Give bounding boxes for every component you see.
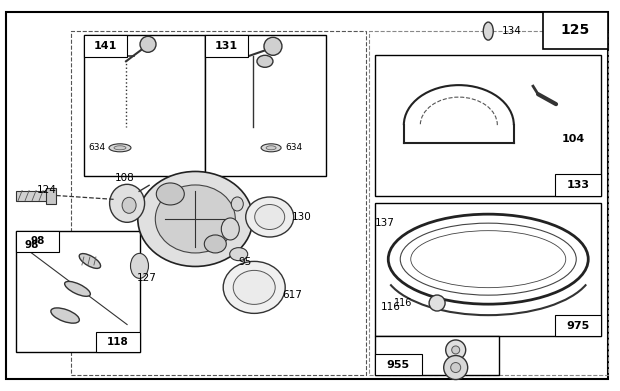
Text: 634: 634 (285, 143, 302, 152)
Ellipse shape (155, 185, 236, 253)
Ellipse shape (122, 197, 136, 213)
Ellipse shape (138, 172, 253, 266)
Ellipse shape (79, 254, 100, 268)
Text: 125: 125 (560, 23, 590, 37)
Bar (542, 12, 608, 49)
Ellipse shape (114, 146, 126, 150)
Ellipse shape (156, 183, 184, 205)
Text: 975: 975 (567, 321, 590, 330)
Ellipse shape (130, 253, 149, 278)
Text: 95: 95 (239, 257, 252, 267)
Bar (205, 35, 326, 176)
Text: 141: 141 (94, 41, 117, 51)
Bar (84, 35, 205, 176)
Bar (16, 231, 140, 352)
Text: 130: 130 (291, 212, 311, 222)
Bar (555, 174, 601, 196)
Text: 617: 617 (282, 290, 302, 300)
Circle shape (444, 355, 467, 380)
Bar (84, 35, 127, 57)
Ellipse shape (221, 218, 239, 240)
Ellipse shape (483, 22, 494, 40)
Ellipse shape (229, 248, 248, 261)
Bar (555, 315, 601, 336)
Text: 131: 131 (215, 41, 238, 51)
Ellipse shape (205, 235, 226, 253)
Text: 134: 134 (502, 26, 522, 36)
Text: 116: 116 (381, 302, 401, 312)
Text: 118: 118 (107, 337, 129, 347)
Bar (16, 231, 59, 252)
Ellipse shape (246, 197, 294, 237)
Circle shape (446, 340, 466, 360)
Text: 98: 98 (30, 237, 45, 246)
Text: 955: 955 (387, 360, 410, 369)
Bar (369, 31, 608, 375)
Bar (375, 203, 601, 336)
Circle shape (452, 346, 459, 354)
Circle shape (429, 295, 445, 311)
Ellipse shape (64, 282, 91, 296)
Ellipse shape (110, 184, 144, 222)
Text: 116: 116 (394, 298, 412, 308)
Bar (96, 332, 140, 352)
Text: 634: 634 (89, 143, 106, 152)
Circle shape (451, 362, 461, 373)
Text: 137: 137 (375, 218, 395, 228)
Text: 108: 108 (115, 173, 135, 183)
Ellipse shape (233, 271, 275, 304)
Ellipse shape (255, 204, 285, 230)
Text: 104: 104 (562, 134, 585, 144)
Text: 124: 124 (37, 185, 57, 195)
Bar (375, 354, 422, 375)
Ellipse shape (257, 55, 273, 67)
Bar (205, 35, 248, 57)
Bar (46, 188, 56, 203)
Bar (375, 336, 499, 375)
Ellipse shape (231, 197, 243, 211)
Text: 127: 127 (136, 273, 156, 283)
Bar (16, 190, 52, 201)
Ellipse shape (223, 262, 285, 313)
Ellipse shape (51, 308, 79, 323)
Circle shape (140, 36, 156, 52)
Text: 98: 98 (25, 240, 39, 250)
Circle shape (264, 37, 282, 55)
Ellipse shape (109, 144, 131, 152)
Ellipse shape (266, 146, 276, 150)
Text: 133: 133 (567, 180, 590, 190)
Bar (375, 55, 601, 196)
Ellipse shape (261, 144, 281, 152)
Bar (71, 31, 366, 375)
